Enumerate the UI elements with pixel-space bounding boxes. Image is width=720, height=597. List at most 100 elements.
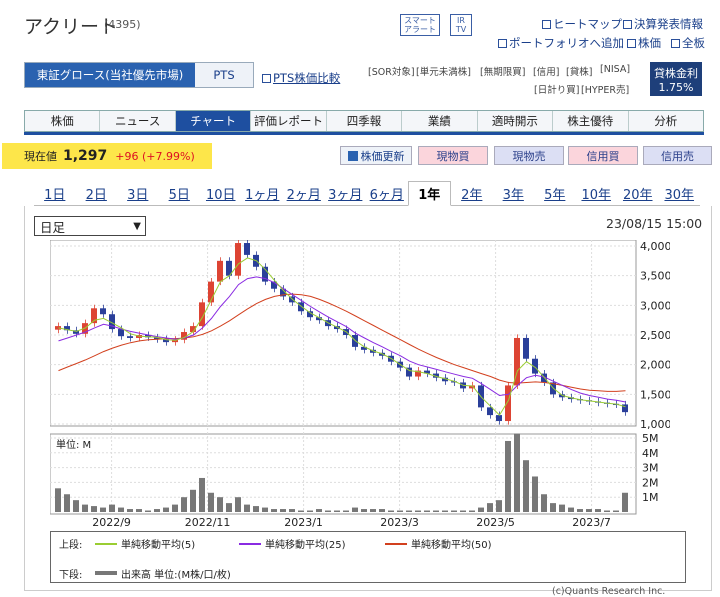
tab-2[interactable]: チャート [175, 111, 252, 131]
tab-0[interactable]: 株価 [25, 111, 101, 131]
lending-rate-value: 1.75% [658, 81, 694, 94]
candle [208, 281, 214, 303]
volume-bar [316, 509, 322, 512]
price-panel: 現在値 1,297 +96 (+7.99%) [2, 143, 212, 169]
spot-buy-button[interactable]: 現物買 [418, 146, 488, 165]
candle [73, 330, 79, 334]
period-tab-8[interactable]: 6ヶ月 [369, 187, 404, 203]
volume-bar [280, 509, 286, 512]
volume-bar [253, 506, 259, 512]
volume-bar [217, 497, 223, 512]
pts-compare-link[interactable]: PTS株価比較 [262, 70, 340, 86]
update-price-button[interactable]: 株価更新 [340, 146, 412, 165]
tabs-underline [24, 132, 704, 135]
tab-3[interactable]: 評価レポート [251, 111, 327, 131]
candle [316, 317, 322, 321]
period-tab-0[interactable]: 1日 [44, 187, 66, 203]
volume-bar [82, 504, 88, 512]
volume-bar [100, 507, 106, 512]
candle [415, 370, 421, 377]
candle [118, 329, 124, 337]
margin-buy-button[interactable]: 信用買 [568, 146, 638, 165]
tab-1[interactable]: ニュース [100, 111, 176, 131]
period-tab-15[interactable]: 30年 [664, 187, 695, 203]
ir-tv-icon[interactable]: IR TV [450, 14, 472, 36]
volume-bar [55, 488, 61, 512]
portfolio-link[interactable]: ポートフォリオへ追加 [498, 35, 624, 51]
volume-tick-label: 5M [642, 432, 659, 445]
volume-bar [163, 507, 169, 512]
legend-ma25-label: 単純移動平均(25) [265, 540, 346, 551]
volume-bar [370, 509, 376, 512]
legend-ma50-label: 単純移動平均(50) [411, 540, 492, 551]
portfolio-icon [498, 39, 507, 48]
legend-ma50-swatch [385, 543, 407, 545]
candle [514, 337, 520, 386]
heatmap-link[interactable]: ヒートマップ [542, 16, 622, 32]
volume-bar [352, 507, 358, 512]
volume-bar [514, 433, 520, 512]
tag-unlimited-buy: [無期限買] [480, 67, 526, 78]
market-selector: 東証グロース(当社優先市場) PTS [24, 62, 254, 88]
all-boards-label: 全板 [682, 36, 705, 50]
smart-alert-icon[interactable]: スマート アラート [400, 14, 440, 36]
tab-8[interactable]: 分析 [628, 111, 703, 131]
market-tab-tse[interactable]: 東証グロース(当社優先市場) [25, 63, 195, 87]
candle [361, 346, 367, 350]
volume-bar [469, 510, 475, 512]
tag-lending: [貸株] [566, 67, 593, 78]
candle [307, 311, 313, 318]
volume-bar [298, 510, 304, 512]
stock-price-link[interactable]: 株価 [627, 35, 661, 51]
candle [100, 308, 106, 315]
tab-5[interactable]: 業績 [402, 111, 478, 131]
volume-bar [613, 510, 619, 512]
volume-bar [406, 510, 412, 512]
ir-tv-line1: IR [457, 16, 465, 25]
period-tab-1[interactable]: 2日 [85, 187, 107, 203]
earnings-icon [623, 20, 632, 29]
period-tab-6[interactable]: 2ヶ月 [286, 187, 321, 203]
legend-ma25-swatch [239, 543, 261, 545]
tab-6[interactable]: 適時開示 [477, 111, 554, 131]
volume-bar [118, 507, 124, 512]
volume-bar [532, 476, 538, 512]
period-tab-4[interactable]: 10日 [205, 187, 236, 203]
period-tab-2[interactable]: 3日 [127, 187, 149, 203]
interval-select[interactable]: 日足 ▼ [34, 216, 146, 236]
earnings-link[interactable]: 決算発表情報 [623, 16, 703, 32]
volume-bar [226, 503, 232, 512]
volume-bar [604, 510, 610, 512]
period-tab-12[interactable]: 5年 [544, 187, 566, 203]
margin-sell-button[interactable]: 信用売 [643, 146, 712, 165]
period-tab-14[interactable]: 20年 [622, 187, 653, 203]
volume-bar [424, 510, 430, 512]
price-tick-label: 4,000 [640, 240, 670, 253]
market-tab-pts[interactable]: PTS [195, 63, 253, 87]
chart-timestamp: 23/08/15 15:00 [606, 216, 703, 231]
volume-bar [325, 510, 331, 512]
period-tab-10[interactable]: 2年 [461, 187, 483, 203]
period-tab-9[interactable]: 1年 [407, 181, 451, 206]
volume-bar [109, 504, 115, 512]
tag-margin: [信用] [533, 67, 560, 78]
heatmap-label: ヒートマップ [553, 17, 622, 31]
volume-bar [91, 506, 97, 512]
tab-4[interactable]: 四季報 [326, 111, 403, 131]
volume-bar [154, 509, 160, 512]
period-tab-3[interactable]: 5日 [168, 187, 190, 203]
all-boards-link[interactable]: 全板 [671, 35, 705, 51]
volume-bar [442, 510, 448, 512]
period-tab-5[interactable]: 1ヶ月 [245, 187, 280, 203]
x-tick-label: 2023/5 [476, 516, 515, 529]
candle [271, 281, 277, 289]
candle [172, 339, 178, 343]
volume-bar [460, 510, 466, 512]
period-tab-13[interactable]: 10年 [581, 187, 612, 203]
legend-ma5-label: 単純移動平均(5) [121, 540, 196, 551]
tab-7[interactable]: 株主優待 [553, 111, 629, 131]
period-tab-11[interactable]: 3年 [502, 187, 524, 203]
lending-rate-badge[interactable]: 貸株金利 1.75% [650, 62, 702, 96]
spot-sell-button[interactable]: 現物売 [494, 146, 564, 165]
period-tab-7[interactable]: 3ヶ月 [328, 187, 363, 203]
